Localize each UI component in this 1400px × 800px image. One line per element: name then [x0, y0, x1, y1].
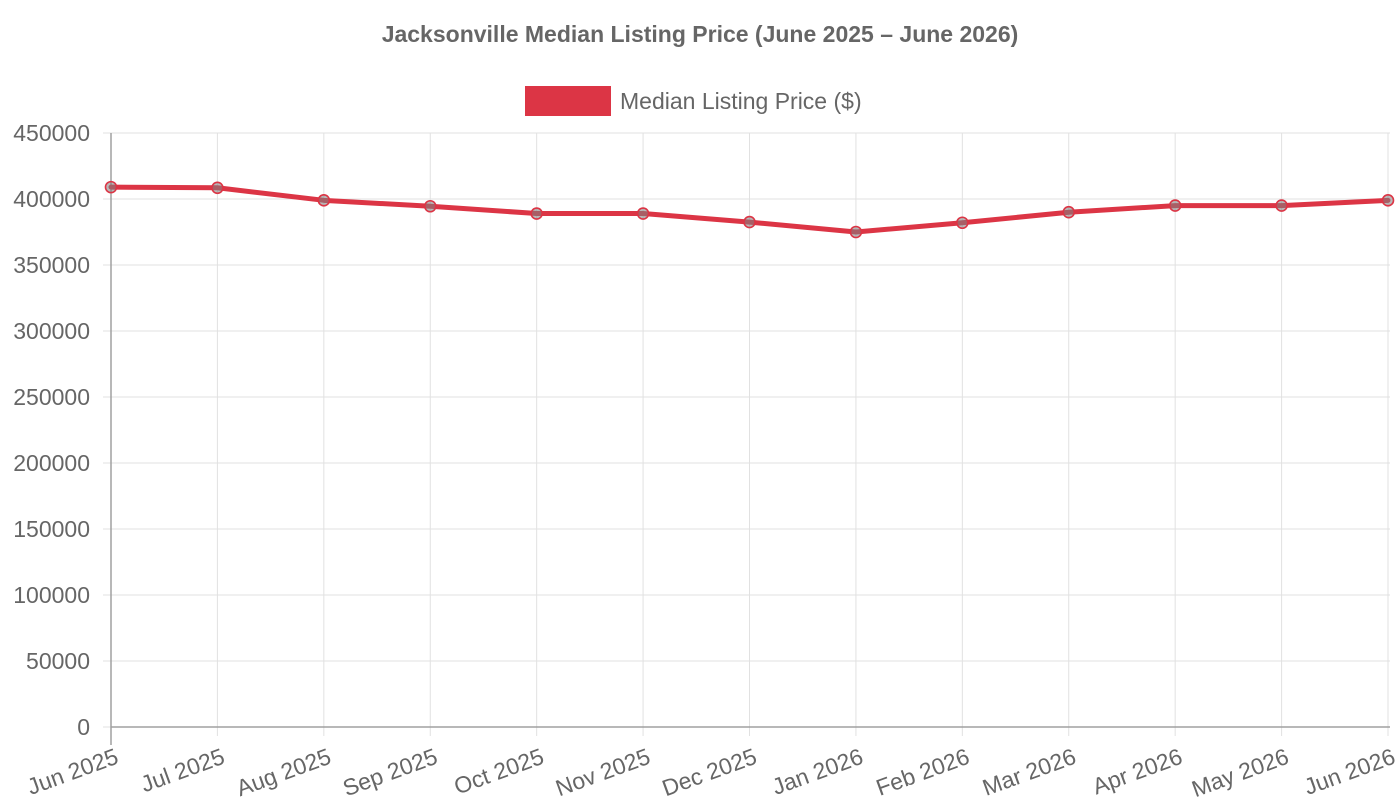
y-tick-label: 150000	[13, 516, 90, 542]
legend-label: Median Listing Price ($)	[620, 88, 862, 114]
x-tick-label: Jan 2026	[769, 743, 867, 800]
x-tick-label: Jun 2025	[24, 743, 122, 800]
x-tick-label: Jun 2026	[1301, 743, 1399, 800]
series-layer	[104, 180, 1395, 239]
data-point[interactable]	[743, 215, 756, 229]
legend[interactable]: Median Listing Price ($)	[525, 86, 862, 116]
y-tick-label: 350000	[13, 252, 90, 278]
data-point[interactable]	[636, 207, 650, 220]
y-tick-label: 250000	[13, 384, 90, 410]
y-tick-label: 450000	[13, 120, 90, 146]
x-tick-label: Apr 2026	[1089, 743, 1186, 799]
x-tick-label: Dec 2025	[659, 743, 760, 800]
y-tick-label: 400000	[13, 186, 90, 212]
x-tick-label: Feb 2026	[873, 743, 973, 800]
x-tick-label: Mar 2026	[979, 743, 1079, 800]
y-tick-label: 50000	[26, 648, 90, 674]
data-point[interactable]	[104, 180, 118, 194]
legend-swatch	[525, 86, 611, 116]
data-point[interactable]	[1168, 199, 1182, 212]
data-point[interactable]	[317, 194, 331, 207]
data-point[interactable]	[1381, 194, 1395, 207]
y-tick-label: 300000	[13, 318, 90, 344]
x-tick-label: May 2026	[1188, 743, 1292, 800]
x-axis-ticks: Jun 2025 Jul 2025 Aug 2025 Sep 2025 Oct 2025…	[24, 743, 1399, 800]
chart-title: Jacksonville Median Listing Price (June …	[382, 21, 1019, 47]
x-tick-label: Sep 2025	[339, 743, 440, 800]
data-point[interactable]	[1275, 199, 1288, 212]
x-tick-label: Aug 2025	[233, 743, 334, 800]
data-point[interactable]	[211, 181, 224, 195]
y-tick-label: 0	[77, 714, 90, 740]
axes	[110, 133, 1390, 745]
x-tick-label: Jul 2025	[137, 743, 228, 797]
x-tick-label: Oct 2025	[451, 743, 548, 799]
data-point[interactable]	[956, 216, 969, 230]
data-point[interactable]	[530, 207, 543, 220]
y-axis-ticks: 0 50000 100000 150000 200000 250000 300000 3500…	[13, 120, 90, 740]
x-tick-label: Nov 2025	[552, 743, 653, 800]
data-point[interactable]	[849, 225, 863, 239]
grid	[103, 132, 1390, 736]
data-point[interactable]	[1062, 205, 1076, 219]
y-tick-label: 100000	[13, 582, 90, 608]
y-tick-label: 200000	[13, 450, 90, 476]
data-point[interactable]	[423, 199, 437, 213]
